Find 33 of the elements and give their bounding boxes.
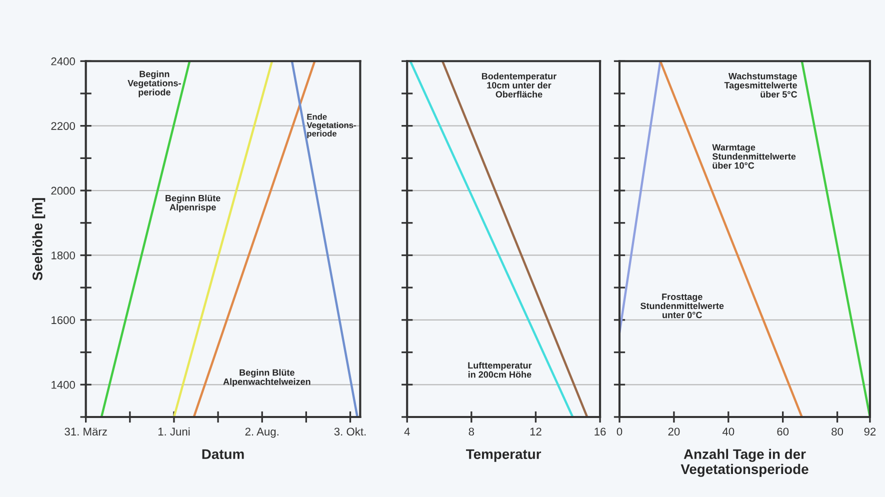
y-tick-label: 2400	[51, 57, 75, 66]
x-tick-label: 80	[832, 428, 844, 436]
x-tick-label: 60	[777, 428, 789, 436]
x-tick-label: 40	[722, 428, 734, 436]
x-tick-label: 16	[594, 428, 606, 436]
annotation: Frosttage Stundenmittelwerte unter 0°C	[640, 294, 724, 318]
annotation: Bodentemperatur 10cm unter der Oberfläche	[482, 72, 556, 98]
y-tick-label: 2200	[51, 122, 75, 130]
annotation: Wachstumstage Tagesmittelwerte über 5°C	[724, 72, 798, 98]
y-axis-title: Seehöhe [m]	[32, 198, 46, 280]
y-tick-label: 2000	[51, 186, 75, 195]
annotation: Warmtage Stundenmittelwerte über 10°C	[712, 144, 796, 169]
annotation: Lufttemperatur in 200cm Höhe	[468, 362, 532, 378]
x-tick-label: 31. März	[64, 428, 107, 436]
x-tick-label: 20	[668, 428, 680, 436]
annotation: Beginn Vegetations- periode	[128, 70, 181, 98]
x-axis-title: Temperatur	[466, 449, 542, 462]
y-tick-label: 1800	[52, 252, 75, 260]
x-tick-label: 4	[404, 428, 410, 436]
x-tick-label: 8	[468, 428, 474, 436]
x-axis-title: Anzahl Tage in der Vegetationsperiode	[680, 448, 808, 477]
annotation: Beginn Blüte Alpenrispe	[166, 194, 220, 212]
x-tick-label: 0	[616, 428, 622, 436]
y-tick-label: 1400	[52, 380, 75, 389]
annotation: Ende Vegetations- periode	[306, 114, 356, 138]
x-tick-label: 2. Aug.	[245, 428, 278, 438]
x-tick-label: 12	[530, 428, 542, 436]
x-tick-label: 1. Juni	[158, 427, 190, 436]
y-tick-label: 1600	[52, 316, 75, 324]
x-axis-title: Datum	[202, 449, 244, 460]
x-tick-label: 3. Okt.	[334, 427, 366, 436]
annotation: Beginn Blüte Alpenwachtelweizen	[223, 369, 310, 387]
x-tick-label: 92	[864, 428, 876, 436]
